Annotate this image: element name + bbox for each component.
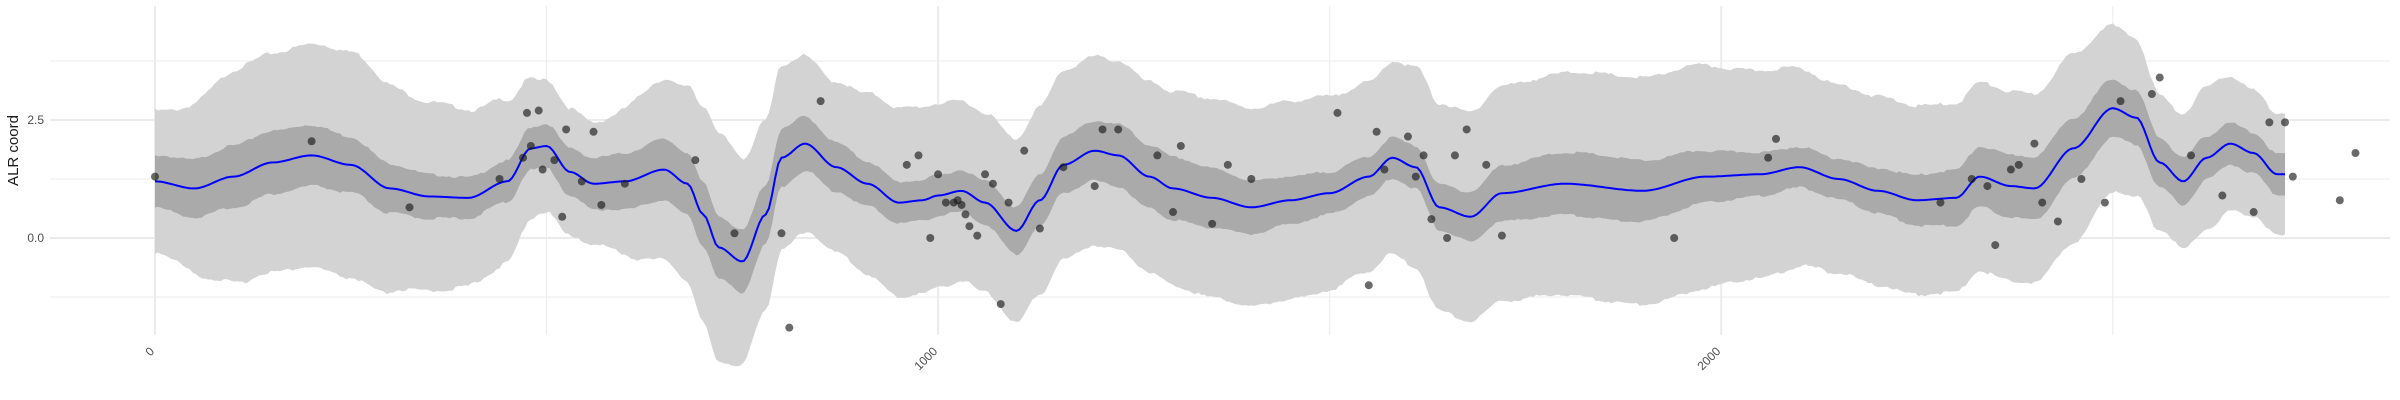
data-point <box>957 200 966 209</box>
data-point <box>307 137 316 146</box>
data-point <box>730 229 739 238</box>
data-point <box>973 231 982 240</box>
data-point <box>1153 151 1162 160</box>
data-point <box>1035 224 1044 233</box>
data-point <box>2218 191 2227 200</box>
data-point <box>2249 208 2258 217</box>
data-point <box>1114 125 1123 134</box>
data-point <box>522 108 531 117</box>
data-point <box>1364 281 1373 290</box>
data-point <box>2014 160 2023 169</box>
data-point <box>1991 241 2000 250</box>
data-point <box>2030 139 2039 148</box>
fitted-line <box>154 107 2285 263</box>
data-point <box>405 203 414 212</box>
data-point <box>1411 172 1420 181</box>
data-point <box>902 160 911 169</box>
data-point <box>620 179 629 188</box>
data-point <box>2281 118 2289 127</box>
data-point <box>981 170 990 179</box>
data-point <box>2288 172 2297 181</box>
data-point <box>538 165 547 174</box>
data-point <box>526 141 535 150</box>
data-point <box>1372 127 1381 136</box>
data-point <box>1223 160 1232 169</box>
data-point <box>1482 160 1491 169</box>
data-point <box>2187 151 2196 160</box>
x-tick-label: 2000 <box>1695 344 1724 373</box>
data-point <box>965 222 974 231</box>
data-point <box>1020 146 1029 155</box>
x-tick-label: 0 <box>142 344 157 359</box>
data-point <box>1208 219 1217 228</box>
data-point <box>1419 151 1428 160</box>
data-point <box>1462 125 1471 134</box>
data-point <box>577 177 586 186</box>
data-point <box>1936 198 1945 207</box>
y-axis-ticks: 0.0 2.5 <box>27 113 44 245</box>
x-tick-label: 1000 <box>911 344 940 373</box>
y-axis-title: ALR coord <box>5 115 22 186</box>
data-point <box>1090 182 1099 191</box>
data-point <box>961 210 970 219</box>
data-point <box>1059 163 1068 172</box>
data-point <box>1967 175 1976 183</box>
data-point <box>1169 208 1178 217</box>
data-point <box>1450 151 1459 160</box>
data-point <box>1771 134 1780 143</box>
data-point <box>777 229 786 238</box>
data-point <box>2147 90 2156 99</box>
data-point <box>996 300 1005 309</box>
y-tick-label: 2.5 <box>27 113 44 127</box>
data-point <box>558 212 567 221</box>
data-point <box>534 106 543 115</box>
data-point <box>2077 175 2086 183</box>
y-tick-label: 0.0 <box>27 231 44 245</box>
data-point <box>988 179 997 188</box>
data-point <box>562 125 571 134</box>
data-point <box>2335 196 2344 205</box>
data-point <box>2155 73 2164 82</box>
inner-confidence-band <box>155 79 2285 294</box>
data-point <box>785 323 794 332</box>
data-point <box>914 151 923 160</box>
inner-band-area <box>155 79 2285 294</box>
data-point <box>1497 231 1506 240</box>
data-point <box>1427 215 1436 224</box>
data-point <box>1333 108 1342 117</box>
data-point <box>1380 165 1389 174</box>
data-point <box>1247 175 1256 183</box>
data-point <box>597 200 606 209</box>
data-point <box>495 175 504 183</box>
data-point <box>2100 198 2109 207</box>
data-point <box>2053 217 2062 226</box>
data-point <box>2038 198 2047 207</box>
data-point <box>2116 97 2125 106</box>
data-point <box>1176 141 1185 150</box>
data-point <box>151 172 159 181</box>
data-point <box>589 127 598 136</box>
data-point <box>519 153 528 162</box>
data-point <box>1403 132 1412 141</box>
mean-line <box>154 107 2285 263</box>
data-point <box>941 198 950 207</box>
data-point <box>1004 198 1013 207</box>
observation-points <box>151 73 2360 332</box>
data-point <box>2006 165 2015 174</box>
x-axis-ticks: 0 1000 2000 <box>142 344 1723 373</box>
data-point <box>550 156 559 165</box>
data-point <box>2265 118 2274 127</box>
data-point <box>1764 153 1773 162</box>
data-point <box>934 170 943 179</box>
data-point <box>816 97 825 106</box>
data-point <box>1670 234 1679 242</box>
data-point <box>1983 182 1992 191</box>
data-point <box>1098 125 1107 134</box>
data-point <box>2351 149 2360 158</box>
data-point <box>691 156 700 165</box>
data-point <box>1443 234 1452 242</box>
data-point <box>926 234 935 242</box>
